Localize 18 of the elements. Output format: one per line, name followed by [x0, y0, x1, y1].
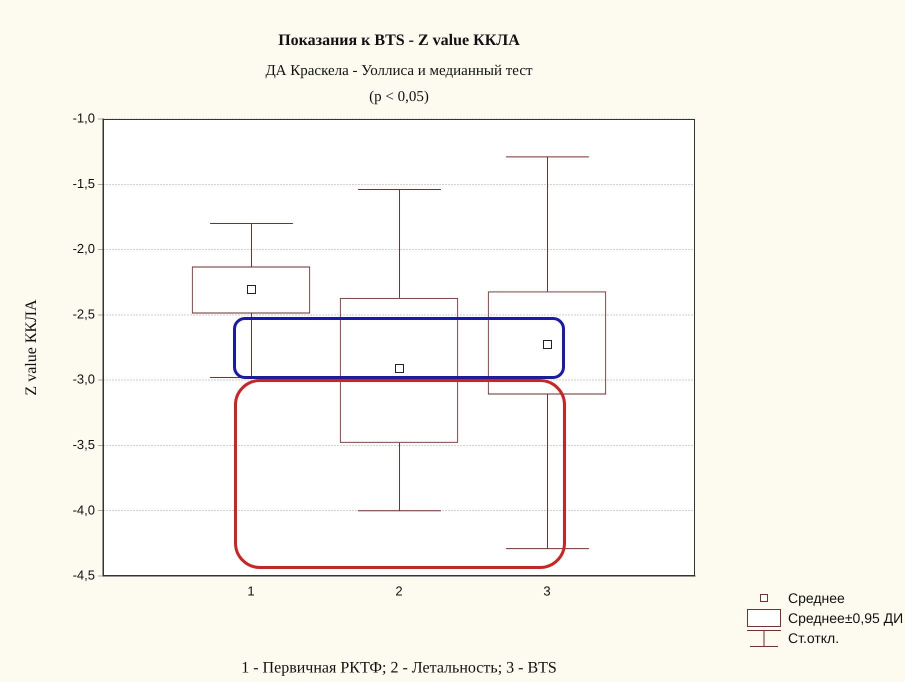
- text: Среднее±0,95 ДИ: [788, 610, 904, 626]
- text: Среднее: [788, 590, 845, 606]
- x-tick-label: 1: [247, 583, 255, 598]
- y-tick-label: -3,5: [72, 437, 95, 452]
- y-tick-label: -1,5: [72, 176, 95, 191]
- y-tick-label: -1,0: [72, 110, 95, 126]
- y-tick-label: -2,0: [72, 241, 95, 256]
- x-tick-label: 3: [543, 583, 551, 598]
- x-tick-label: 2: [395, 583, 403, 598]
- y-tick-label: -4,0: [72, 502, 95, 518]
- y-tick-label: -4,5: [72, 568, 95, 583]
- y-tick-label: -2,5: [72, 306, 95, 322]
- chart-title: Показания к BTS - Z value ККЛА: [277, 32, 521, 50]
- x-axis-title: 1 - Первичная РКТФ; 2 - Летальность; 3 - BTS: [241, 660, 557, 677]
- y-axis-title: Z value ККЛА: [22, 298, 40, 396]
- text: Ст.откл.: [788, 630, 840, 646]
- y-tick-label: -3,0: [72, 372, 95, 387]
- chart-subtitle: ДА Краскела - Уоллиса и медианный тест (p < 0,05): [264, 62, 534, 107]
